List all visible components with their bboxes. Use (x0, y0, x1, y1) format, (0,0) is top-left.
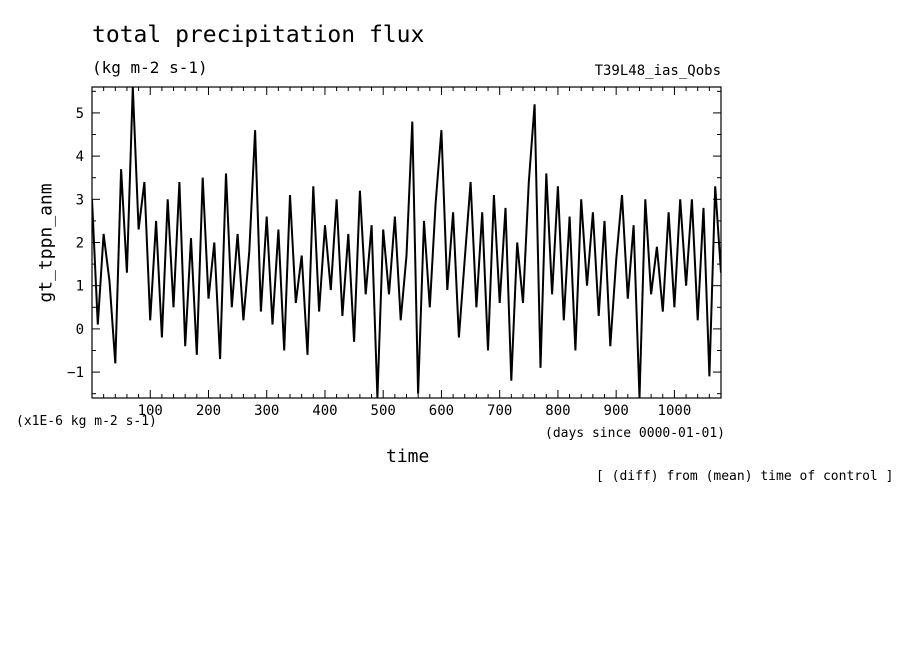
diff-note: [ (diff) from (mean) time of control ] (596, 469, 894, 484)
y-tick-label: 1 (76, 279, 84, 295)
x-tick-label: 500 (371, 403, 396, 419)
x-tick-label: 1000 (658, 403, 692, 419)
x-axis-units: (days since 0000-01-01) (545, 426, 726, 441)
plot-frame (91, 86, 722, 399)
x-tick-label: 100 (138, 403, 163, 419)
x-tick-label: 800 (545, 403, 570, 419)
x-tick-label: 900 (604, 403, 629, 419)
y-tick-label: 2 (76, 236, 84, 252)
axis-ticks (92, 87, 721, 398)
x-tick-label: 400 (312, 403, 337, 419)
y-tick-label: −1 (67, 365, 84, 381)
x-tick-label: 300 (254, 403, 279, 419)
y-tick-label: 5 (76, 106, 84, 122)
y-tick-label: 3 (76, 192, 84, 208)
x-tick-label: 600 (429, 403, 454, 419)
chart-units: (kg m-2 s-1) (92, 58, 208, 77)
run-name: T39L48_ias_Qobs (594, 63, 721, 79)
y-tick-label: 4 (76, 149, 84, 165)
series-line-1 (92, 87, 721, 398)
chart-title: total precipitation flux (92, 22, 425, 48)
y-tick-label: 0 (76, 322, 84, 338)
x-axis-label: time (386, 446, 430, 467)
x-tick-label: 700 (487, 403, 512, 419)
series-group (92, 87, 721, 398)
x-tick-label: 200 (196, 403, 221, 419)
tick-labels: 100 200 300 400 500 600 700 800 900 1000 −1 0 1 2 3 4 5 (67, 106, 691, 419)
y-scale-note: (x1E-6 kg m-2 s-1) (16, 414, 157, 429)
